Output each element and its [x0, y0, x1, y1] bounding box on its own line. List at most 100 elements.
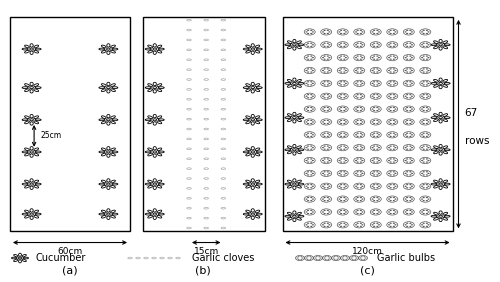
Circle shape [373, 110, 376, 111]
Circle shape [376, 120, 378, 121]
Circle shape [343, 68, 345, 70]
Circle shape [406, 162, 408, 163]
Circle shape [372, 109, 374, 110]
Circle shape [428, 186, 430, 187]
Circle shape [406, 133, 408, 134]
Circle shape [390, 81, 392, 82]
Circle shape [307, 123, 309, 124]
Circle shape [426, 162, 428, 163]
Circle shape [307, 184, 309, 185]
Circle shape [422, 107, 425, 108]
Circle shape [343, 107, 345, 108]
Text: Cucumber: Cucumber [35, 253, 86, 263]
Circle shape [404, 147, 406, 148]
Circle shape [376, 94, 378, 95]
Circle shape [361, 256, 362, 257]
Circle shape [312, 121, 314, 123]
Circle shape [362, 224, 364, 225]
Circle shape [356, 171, 358, 172]
Circle shape [410, 97, 412, 98]
Circle shape [310, 97, 312, 98]
Circle shape [393, 46, 395, 47]
Circle shape [426, 149, 428, 150]
Circle shape [326, 110, 329, 111]
Circle shape [342, 257, 344, 259]
Circle shape [393, 33, 395, 34]
Circle shape [310, 257, 312, 259]
Circle shape [352, 256, 354, 257]
Circle shape [324, 68, 326, 70]
Circle shape [307, 200, 309, 201]
Circle shape [422, 110, 425, 111]
Circle shape [345, 147, 347, 148]
Circle shape [426, 136, 428, 137]
Circle shape [356, 146, 358, 147]
Circle shape [343, 146, 345, 147]
Circle shape [393, 226, 395, 227]
Circle shape [356, 30, 358, 31]
Circle shape [393, 222, 395, 224]
Circle shape [306, 257, 308, 259]
Circle shape [306, 186, 308, 187]
Circle shape [410, 222, 412, 224]
Circle shape [360, 123, 362, 124]
Circle shape [376, 187, 378, 188]
Circle shape [326, 81, 329, 82]
Circle shape [426, 120, 428, 121]
Circle shape [404, 31, 406, 32]
Circle shape [343, 162, 345, 163]
Circle shape [406, 213, 408, 214]
Circle shape [428, 109, 430, 110]
Circle shape [406, 187, 408, 188]
Circle shape [356, 158, 358, 160]
Circle shape [310, 107, 312, 108]
Circle shape [306, 147, 308, 148]
Circle shape [326, 107, 329, 108]
Circle shape [326, 210, 329, 211]
Circle shape [334, 256, 336, 257]
Circle shape [340, 97, 342, 98]
Circle shape [410, 81, 412, 82]
Circle shape [410, 158, 412, 160]
Circle shape [356, 222, 358, 224]
Circle shape [340, 107, 342, 108]
Circle shape [394, 121, 396, 123]
Circle shape [307, 59, 309, 60]
Circle shape [378, 57, 380, 58]
Circle shape [373, 149, 376, 150]
Circle shape [328, 121, 330, 123]
Circle shape [372, 121, 374, 123]
Circle shape [307, 43, 309, 44]
Circle shape [296, 257, 298, 259]
Circle shape [422, 174, 425, 176]
Circle shape [324, 59, 326, 60]
Circle shape [376, 162, 378, 163]
Circle shape [364, 259, 365, 260]
Circle shape [426, 59, 428, 60]
Circle shape [356, 43, 358, 44]
Circle shape [390, 94, 392, 95]
Circle shape [355, 109, 357, 110]
Circle shape [393, 200, 395, 201]
Circle shape [356, 213, 358, 214]
Circle shape [307, 187, 309, 188]
Circle shape [410, 84, 412, 85]
Circle shape [356, 184, 358, 185]
Circle shape [362, 147, 364, 148]
Circle shape [356, 162, 358, 163]
Circle shape [372, 31, 374, 32]
Circle shape [390, 120, 392, 121]
Circle shape [345, 57, 347, 58]
Circle shape [406, 107, 408, 108]
Circle shape [411, 173, 413, 174]
Circle shape [328, 160, 330, 161]
Circle shape [318, 256, 320, 257]
Circle shape [324, 158, 326, 160]
Circle shape [306, 199, 308, 200]
Circle shape [376, 213, 378, 214]
Circle shape [390, 110, 392, 111]
Circle shape [326, 171, 329, 172]
Circle shape [373, 226, 376, 227]
Circle shape [373, 222, 376, 224]
Circle shape [406, 222, 408, 224]
